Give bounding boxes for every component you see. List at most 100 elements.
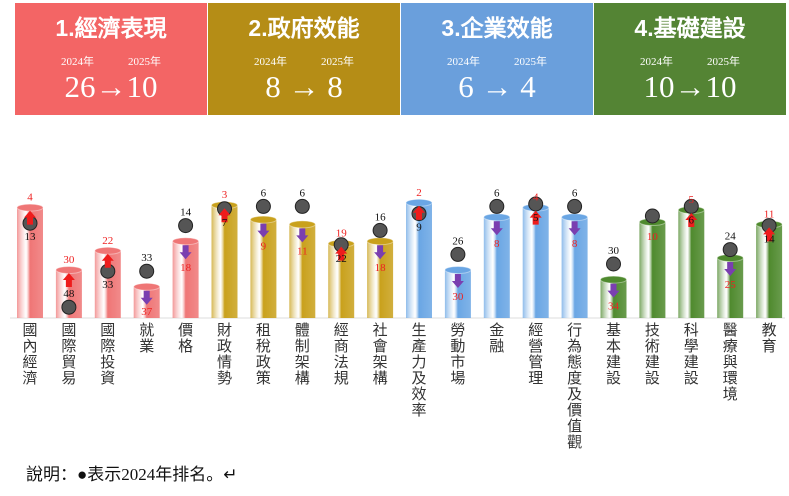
ball-2024 <box>644 208 660 224</box>
year-2024: 2024年 <box>61 56 94 68</box>
bar-group: 33 37 就業 <box>133 252 161 355</box>
rank-2025-label: 11 <box>764 208 775 220</box>
bar-top <box>444 266 472 274</box>
pillar-header: 3.企業效能 2024年 2025年 6 → 4 <box>401 3 593 115</box>
year-2025: 2025年 <box>321 56 354 68</box>
bar-top <box>16 203 44 212</box>
category-label: 財政情勢 <box>217 322 232 387</box>
pillar-rank: 26→10 <box>64 69 158 104</box>
rank-2025-label: 11 <box>297 245 308 257</box>
category-label: 行為態度及價值觀 <box>567 322 582 450</box>
rank-2024-label: 14 <box>180 207 192 219</box>
rank-2024-label: 26 <box>452 235 464 247</box>
bar-group: 6 8 金融 <box>483 187 511 355</box>
rank-2024-label: 30 <box>608 245 620 257</box>
pillar-header: 1.經濟表現 2024年 2025年 26→10 <box>15 3 207 115</box>
rank-2025-label: 30 <box>63 254 75 266</box>
arrow-down-icon <box>179 245 192 260</box>
ball-2024 <box>372 222 388 238</box>
category-label: 體制架構 <box>295 322 310 387</box>
bar-group: 30 48 國際貿易 <box>55 254 83 387</box>
rank-2025-label: 34 <box>608 301 620 313</box>
bar-group: 4 13 國內經濟 <box>16 192 44 387</box>
pillar-title: 2.政府效能 <box>248 15 360 41</box>
bar-group: 3 7 財政情勢 <box>211 189 238 387</box>
category-label: 經營管理 <box>528 322 543 387</box>
category-label: 國際投資 <box>100 322 115 387</box>
year-2024: 2024年 <box>640 56 673 68</box>
ranking-chart: 413國內經濟3048國際貿易2233國際投資3337就業1418價格37財政情… <box>10 187 785 450</box>
rank-2024-label: 9 <box>416 222 422 234</box>
rank-2024-label: 22 <box>336 253 347 265</box>
year-2024: 2024年 <box>254 56 287 68</box>
rank-2025-label: 18 <box>375 262 387 274</box>
rank-2024-label: 6 <box>689 214 695 226</box>
bar-group: 14 18 價格 <box>172 207 200 355</box>
bar-group: 24 25 醫療與環境 <box>716 231 744 403</box>
rank-2024-label: 33 <box>141 252 153 264</box>
category-label: 生產力及效率 <box>411 322 426 419</box>
ball-2024 <box>255 198 271 214</box>
bar-top <box>600 275 627 284</box>
category-label: 教育 <box>762 322 777 355</box>
arrow-up-icon <box>529 210 542 225</box>
category-label: 國內經濟 <box>22 322 37 387</box>
bar-group: 11 14 教育 <box>755 208 783 355</box>
rank-2024-label: 13 <box>25 231 37 243</box>
arrow-up-icon <box>413 205 425 220</box>
rank-2025-label: 8 <box>494 238 500 250</box>
arrow-down-icon <box>490 221 503 236</box>
bar-group: 6 8 行為態度及價值觀 <box>561 187 589 450</box>
year-2025: 2025年 <box>707 56 740 68</box>
bar-group: 22 33 國際投資 <box>94 235 122 387</box>
pillar-header: 2.政府效能 2024年 2025年 8 → 8 <box>208 3 400 115</box>
category-label: 租稅政策 <box>256 322 271 387</box>
arrow-up-icon <box>763 227 776 242</box>
pillar-title: 4.基礎建設 <box>634 15 746 41</box>
bar <box>522 207 549 318</box>
rank-2025-label: 19 <box>336 228 348 240</box>
arrow-up-icon <box>218 208 231 223</box>
ball-2024 <box>567 198 583 214</box>
arrow-up-icon <box>24 210 36 225</box>
category-label: 社會架構 <box>373 322 388 387</box>
category-label: 金融 <box>489 322 504 355</box>
bar-group: 4 5 經營管理 <box>522 192 550 387</box>
bar <box>639 222 666 318</box>
rank-2024-label: 7 <box>222 217 228 229</box>
bar-group: 5 6 科學建設 <box>677 194 705 387</box>
ball-2024 <box>61 299 77 315</box>
bar-top <box>483 213 511 222</box>
rank-2025-label: 37 <box>141 306 153 318</box>
rank-2024-label: 6 <box>300 187 306 199</box>
bar-top <box>55 266 83 274</box>
pillar-title: 1.經濟表現 <box>55 15 167 41</box>
arrow-down-icon <box>257 223 270 238</box>
year-2024: 2024年 <box>447 56 480 68</box>
legend-note: 說明：●表示2024年排名。↵ <box>26 465 238 484</box>
bar-top <box>405 198 433 207</box>
category-label: 基本建設 <box>606 322 621 387</box>
rank-2024-label: 5 <box>533 212 539 224</box>
bar-group: 6 9 租稅政策 <box>249 187 277 387</box>
arrow-down-icon <box>296 228 309 243</box>
category-label: 技術建設 <box>645 322 660 387</box>
bar-group: 19 22 經商法規 <box>327 228 355 387</box>
category-label: 醫療與環境 <box>723 322 738 403</box>
rank-2025-label: 3 <box>222 189 228 201</box>
bar-group: 26 30 勞動市場 <box>444 235 472 387</box>
rank-2025-label: 5 <box>689 194 695 206</box>
ball-2024 <box>294 198 310 214</box>
bar <box>211 205 238 318</box>
arrow-down-icon <box>374 245 387 260</box>
ball-2024 <box>606 256 621 272</box>
bar-top <box>288 220 316 229</box>
year-2025: 2025年 <box>514 56 547 68</box>
bar-group: 10 技術建設 <box>638 208 666 387</box>
category-label: 就業 <box>139 322 154 355</box>
category-label: 國際貿易 <box>61 322 76 387</box>
rank-2024-label: 24 <box>725 231 737 243</box>
arrow-down-icon <box>451 274 464 288</box>
rank-2025-label: 18 <box>180 262 192 274</box>
category-label: 價格 <box>178 322 193 355</box>
